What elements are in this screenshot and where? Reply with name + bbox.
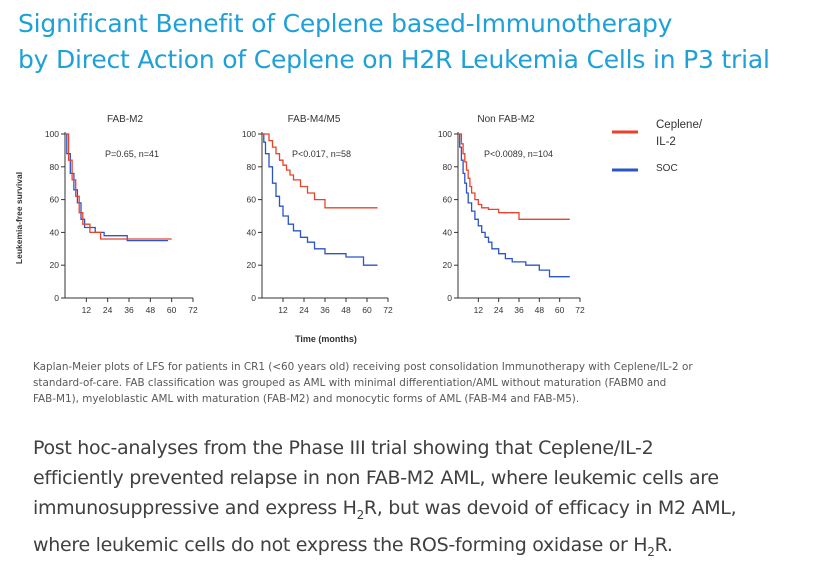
x-tick-label-fab-m2-60: 60	[167, 305, 177, 315]
y-tick-label-fab-m2-60: 60	[50, 195, 60, 205]
y-tick-label-fab-m2-80: 80	[50, 162, 60, 172]
x-tick-label-non-fab-m2-60: 60	[555, 305, 565, 315]
summary-subscript-2: 2	[356, 507, 365, 522]
y-tick-label-fab-m2-40: 40	[50, 227, 60, 237]
x-tick-label-non-fab-m2-24: 24	[494, 305, 504, 315]
series-soc-fab-m4m5	[262, 133, 378, 266]
summary-subscript-2b: 2	[647, 544, 655, 559]
chart-panel-non-fab-m2: Non FAB-M2 P<0.0089, n=104 0 20 40 60 80 100 1…	[438, 114, 585, 315]
y-tick-label-fab-m4m5-80: 80	[247, 162, 257, 172]
x-axis-label: Time (months)	[295, 334, 357, 344]
x-tick-label-fab-m4m5-36: 36	[320, 305, 330, 315]
legend-label-ceplene-line2: IL-2	[656, 136, 676, 148]
y-tick-label-fab-m2-100: 100	[45, 129, 59, 139]
title-line-1: Significant Benefit of Ceplene based-Imm…	[18, 9, 673, 38]
chart-annotation-non-fab-m2: P<0.0089, n=104	[484, 149, 553, 159]
summary-line-3-b: R, but was devoid of efficacy in M2 AML,	[363, 497, 737, 519]
caption-line-1: Kaplan-Meier plots of LFS for patients i…	[33, 361, 693, 373]
chart-title-fab-m4m5: FAB-M4/M5	[288, 114, 341, 125]
y-tick-label-fab-m4m5-100: 100	[242, 129, 256, 139]
summary-line-3: immunosuppressive and express H2R, but w…	[33, 493, 833, 530]
y-tick-label-fab-m4m5-40: 40	[247, 227, 257, 237]
x-tick-label-fab-m2-48: 48	[146, 305, 156, 315]
x-tick-label-fab-m2-36: 36	[124, 305, 134, 315]
y-tick-label-fab-m4m5-60: 60	[247, 195, 257, 205]
summary-line-2: efficiently prevented relapse in non FAB…	[33, 467, 719, 489]
chart-title-fab-m2: FAB-M2	[107, 114, 144, 125]
caption-line-2: standard-of-care. FAB classification was…	[33, 377, 667, 389]
x-tick-label-non-fab-m2-48: 48	[535, 305, 545, 315]
x-tick-label-fab-m2-72: 72	[188, 305, 198, 315]
summary-line-3-a: immunosuppressive and express H	[33, 497, 357, 519]
y-tick-label-non-fab-m2-100: 100	[438, 129, 452, 139]
x-tick-label-fab-m2-12: 12	[82, 305, 92, 315]
y-axis-label: Leukemia-free survival	[14, 172, 24, 264]
y-tick-label-fab-m2-0: 0	[54, 293, 59, 303]
y-tick-label-non-fab-m2-60: 60	[443, 195, 453, 205]
y-tick-label-non-fab-m2-20: 20	[443, 260, 453, 270]
chart-annotation-fab-m4m5: P<0.017, n=58	[292, 149, 351, 159]
summary-line-4: where leukemic cells do not express the …	[33, 530, 833, 567]
series-ceplene-fab-m4m5	[262, 133, 378, 209]
x-tick-label-non-fab-m2-36: 36	[514, 305, 524, 315]
chart-panel-fab-m4m5: FAB-M4/M5 P<0.017, n=58 0 20 40 60 80 100 12 24…	[242, 114, 393, 315]
x-tick-label-fab-m4m5-60: 60	[362, 305, 372, 315]
x-tick-label-fab-m4m5-24: 24	[299, 305, 309, 315]
y-tick-label-fab-m2-20: 20	[50, 260, 60, 270]
x-tick-label-fab-m4m5-12: 12	[278, 305, 288, 315]
series-soc-non-fab-m2	[458, 133, 570, 278]
y-tick-label-fab-m4m5-20: 20	[247, 260, 257, 270]
series-ceplene-non-fab-m2	[458, 133, 570, 220]
summary-text: Post hoc-analyses from the Phase III tri…	[33, 433, 833, 567]
x-tick-label-fab-m2-24: 24	[103, 305, 113, 315]
x-tick-label-fab-m4m5-72: 72	[383, 305, 393, 315]
y-tick-label-fab-m4m5-0: 0	[251, 293, 256, 303]
y-tick-label-non-fab-m2-0: 0	[447, 293, 452, 303]
slide-title: Significant Benefit of Ceplene based-Imm…	[18, 6, 828, 78]
legend-label-soc: SOC	[656, 163, 678, 174]
caption-line-3: FAB-M1), myeloblastic AML with maturatio…	[33, 393, 580, 405]
y-tick-label-non-fab-m2-80: 80	[443, 162, 453, 172]
legend: Ceplene/ IL-2 SOC	[612, 119, 703, 174]
series-soc-fab-m2	[65, 133, 169, 242]
summary-line-4-b: R.	[654, 533, 673, 556]
series-ceplene-fab-m2	[65, 133, 172, 240]
chart-panel-fab-m2: FAB-M2 P=0.65, n=41 0 20 40 60 80 100 12 24 36 48…	[45, 114, 198, 315]
chart-title-non-fab-m2: Non FAB-M2	[477, 114, 535, 125]
title-line-2: by Direct Action of Ceplene on H2R Leuke…	[18, 45, 770, 74]
x-tick-label-non-fab-m2-72: 72	[575, 305, 585, 315]
y-tick-label-non-fab-m2-40: 40	[443, 227, 453, 237]
figure-caption: Kaplan-Meier plots of LFS for patients i…	[33, 359, 823, 407]
x-tick-label-non-fab-m2-12: 12	[474, 305, 484, 315]
legend-label-ceplene-line1: Ceplene/	[656, 119, 703, 131]
summary-line-1: Post hoc-analyses from the Phase III tri…	[33, 437, 654, 459]
x-tick-label-fab-m4m5-48: 48	[341, 305, 351, 315]
km-charts: Leukemia-free survival FAB-M2 P=0.65, n=…	[14, 114, 703, 344]
chart-annotation-fab-m2: P=0.65, n=41	[105, 149, 159, 159]
summary-line-4-a: where leukemic cells do not express the …	[33, 533, 648, 556]
